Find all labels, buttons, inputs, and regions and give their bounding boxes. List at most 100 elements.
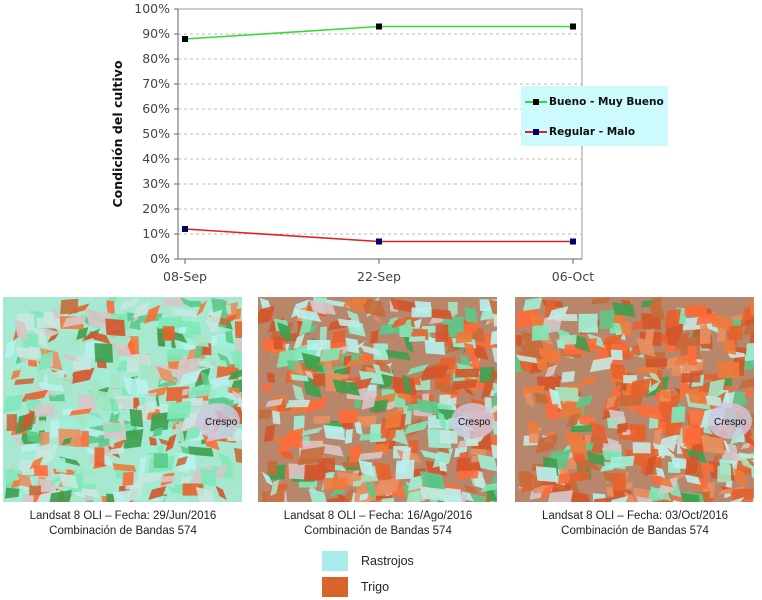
- stubble-field-patch: [98, 368, 121, 390]
- stubble-field-patch: [313, 297, 328, 303]
- stubble-field-patch: [293, 308, 322, 323]
- wheat-field-patch: [682, 427, 701, 444]
- wheat-field-patch: [605, 395, 617, 409]
- map-label-crespo: Crespo: [458, 417, 491, 428]
- wheat-field-patch: [718, 486, 746, 496]
- stubble-field-patch: [4, 339, 16, 359]
- stubble-field-patch: [359, 493, 369, 501]
- crop-condition-chart: 0% 10% 20% 30% 40% 50% 60% 70% 80% 90% 100% 08-Sep…: [110, 1, 594, 284]
- legend-label: Regular - Malo: [549, 126, 636, 138]
- stubble-field-patch: [13, 436, 25, 446]
- stubble-field-patch: [359, 344, 383, 357]
- wheat-field-patch: [541, 350, 561, 364]
- stubble-field-patch: [166, 400, 192, 420]
- wheat-field-patch: [545, 403, 559, 420]
- stubble-field-patch: [150, 412, 170, 432]
- wheat-field-patch: [313, 415, 331, 424]
- wheat-field-patch: [374, 484, 393, 497]
- wheat-field-patch: [111, 463, 137, 472]
- key-item-trigo: Trigo: [322, 577, 389, 597]
- stubble-field-patch: [477, 454, 497, 472]
- wheat-field-patch: [743, 387, 754, 399]
- wheat-field-patch: [480, 378, 495, 400]
- wheat-field-patch: [569, 439, 587, 455]
- image-caption-oct: Landsat 8 OLI – Fecha: 03/Oct/2016 Combi…: [505, 509, 762, 539]
- stubble-field-patch: [402, 374, 412, 395]
- wheat-field-patch: [664, 308, 682, 328]
- wheat-field-patch: [384, 410, 403, 429]
- stubble-field-patch: [180, 297, 195, 308]
- wheat-field-patch: [684, 305, 707, 317]
- wheat-field-patch: [358, 355, 374, 363]
- stubble-field-patch: [516, 354, 540, 364]
- stubble-field-patch: [345, 337, 360, 354]
- wheat-field-patch: [288, 434, 303, 448]
- wheat-field-patch: [593, 497, 614, 502]
- key-label: Trigo: [361, 580, 390, 594]
- stubble-field-patch: [187, 383, 213, 400]
- stubble-field-patch: [144, 400, 157, 414]
- stubble-field-patch: [636, 496, 653, 502]
- stubble-field-patch: [612, 302, 636, 317]
- stubble-field-patch: [91, 389, 113, 411]
- stubble-field-patch: [208, 396, 229, 406]
- wheat-field-patch: [566, 412, 580, 428]
- stubble-field-patch: [623, 375, 637, 384]
- stubble-field-patch: [36, 317, 61, 329]
- wheat-field-patch: [732, 488, 754, 502]
- wheat-field-patch: [264, 424, 276, 443]
- wheat-field-patch: [658, 388, 672, 401]
- stubble-field-patch: [180, 445, 191, 455]
- wheat-field-patch: [292, 361, 305, 377]
- stubble-field-patch: [388, 316, 399, 325]
- stubble-field-patch: [152, 427, 164, 438]
- wheat-field-patch: [240, 392, 242, 407]
- stubble-field-patch: [61, 448, 74, 460]
- wheat-field-patch: [681, 372, 701, 383]
- wheat-field-patch: [733, 468, 748, 487]
- data-point-bueno: [570, 23, 576, 30]
- stubble-field-patch: [732, 391, 747, 406]
- stubble-field-patch: [277, 322, 293, 342]
- stubble-field-patch: [3, 394, 24, 413]
- stubble-field-patch: [361, 389, 378, 410]
- wheat-field-patch: [636, 367, 658, 374]
- stubble-field-patch: [312, 301, 327, 315]
- stubble-field-patch: [132, 301, 151, 319]
- stubble-field-patch: [18, 453, 35, 460]
- stubble-field-patch: [119, 297, 140, 310]
- stubble-field-patch: [178, 369, 202, 387]
- wheat-field-patch: [360, 297, 387, 318]
- stubble-field-patch: [270, 479, 280, 497]
- wheat-field-patch: [383, 436, 394, 447]
- wheat-field-patch: [456, 457, 471, 472]
- wheat-field-patch: [323, 477, 348, 490]
- stubble-field-patch: [745, 342, 754, 362]
- wheat-field-patch: [535, 433, 558, 454]
- stubble-field-patch: [535, 466, 558, 483]
- stubble-field-patch: [353, 340, 366, 351]
- y-tick-label: 90%: [142, 26, 170, 41]
- stubble-field-patch: [157, 316, 183, 329]
- stubble-field-patch: [301, 352, 324, 373]
- stubble-field-patch: [337, 318, 361, 328]
- wheat-field-patch: [602, 333, 624, 345]
- stubble-field-patch: [599, 309, 615, 330]
- wheat-field-patch: [580, 375, 597, 386]
- wheat-field-patch: [463, 484, 478, 494]
- caption-line: Landsat 8 OLI – Fecha: 16/Ago/2016: [283, 510, 473, 522]
- stubble-field-patch: [195, 487, 215, 502]
- wheat-field-patch: [749, 299, 754, 316]
- satellite-image-jun: [3, 297, 242, 502]
- stubble-field-patch: [730, 497, 745, 502]
- stubble-field-patch: [132, 494, 151, 502]
- wheat-field-patch: [534, 392, 549, 405]
- stubble-field-patch: [308, 488, 327, 502]
- stubble-field-patch: [234, 339, 242, 352]
- y-tick-label: 80%: [142, 51, 170, 66]
- wheat-field-patch: [21, 389, 49, 403]
- stubble-field-patch: [395, 459, 415, 480]
- chart-legend: Bueno - Muy Bueno Regular - Malo: [521, 86, 668, 146]
- stubble-field-patch: [332, 379, 361, 396]
- stubble-field-patch: [122, 376, 151, 400]
